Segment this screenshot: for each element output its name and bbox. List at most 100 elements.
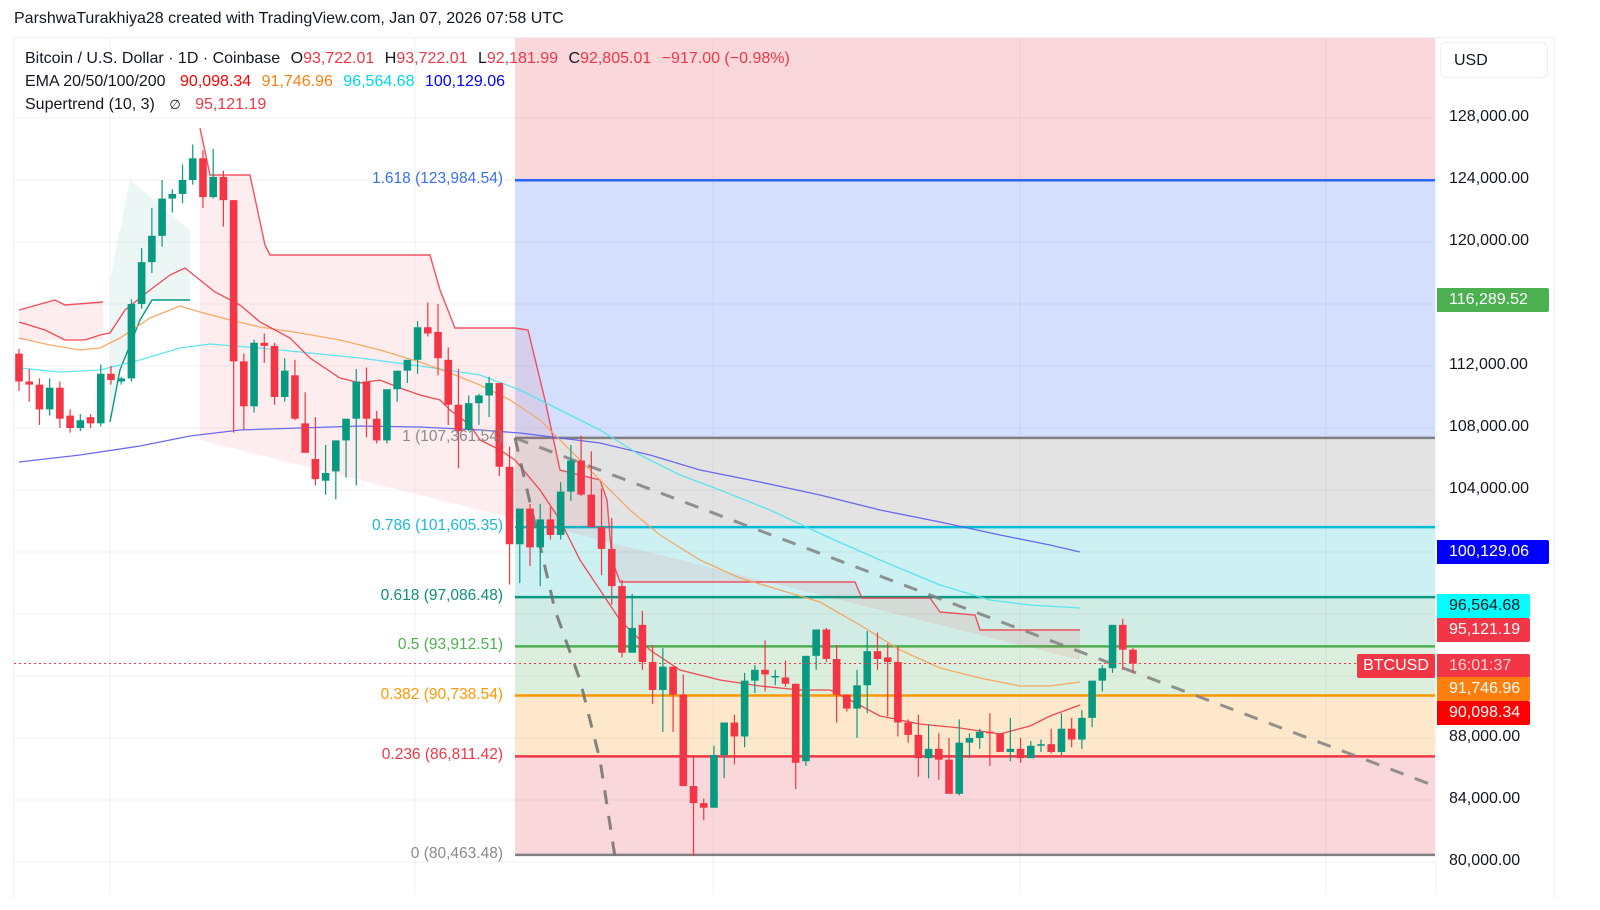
supertrend-fill	[110, 180, 190, 422]
candle-body	[229, 200, 238, 362]
candle-body	[464, 403, 473, 430]
candle-body	[863, 651, 872, 686]
candle-body	[260, 342, 269, 346]
price-tick: 128,000.00	[1449, 108, 1530, 125]
candle-body	[424, 327, 432, 334]
candle-body	[761, 669, 769, 675]
candle-body	[505, 466, 514, 545]
price-tick: 120,000.00	[1449, 232, 1530, 249]
candle-body	[546, 519, 555, 535]
fib-zone	[515, 597, 1435, 647]
candle-body	[1057, 728, 1066, 752]
candle-body	[965, 738, 974, 743]
candle-body	[1088, 680, 1096, 718]
fib-label-1-618: 1.618 (123,984.54)	[372, 170, 503, 188]
candle-body	[914, 734, 923, 759]
candle-body	[812, 629, 820, 656]
candle-body	[935, 748, 943, 760]
candle-body	[689, 786, 698, 804]
candle-body	[1006, 748, 1015, 752]
candle-body	[444, 359, 453, 405]
candle-body	[638, 624, 647, 663]
candle-body	[945, 759, 953, 794]
price-tick: 104,000.00	[1449, 480, 1530, 497]
candle-body	[659, 666, 667, 690]
candle-body	[669, 666, 677, 695]
candle-body	[96, 373, 105, 424]
candle-body	[291, 375, 299, 419]
candle-body	[853, 685, 861, 709]
fib-label-0-786: 0.786 (101,605.35)	[372, 517, 503, 535]
resistance-trendline	[514, 436, 1436, 788]
candle-body	[342, 418, 350, 441]
candle-body	[730, 722, 739, 737]
price-tick: 108,000.00	[1449, 418, 1530, 435]
candle-body	[168, 193, 177, 199]
fib-label-0-5: 0.5 (93,912.51)	[397, 636, 503, 654]
fib-zone-top	[515, 38, 1435, 181]
close-value: 92,805.01	[580, 50, 652, 67]
chart-credit: ParshwaTurakhiya28 created with TradingV…	[14, 10, 564, 27]
candle-body	[618, 586, 626, 653]
price-tag: 100,129.06	[1437, 540, 1549, 564]
fib-zone	[515, 695, 1435, 757]
candle-body	[107, 373, 115, 380]
fib-label-1: 1 (107,361.54)	[402, 427, 503, 445]
supertrend-title[interactable]: Supertrend (10, 3)	[25, 96, 155, 113]
symbol-title[interactable]: Bitcoin / U.S. Dollar · 1D · Coinbase	[25, 50, 281, 67]
fib-zone	[515, 527, 1435, 598]
ema-title[interactable]: EMA 20/50/100/200	[25, 73, 166, 90]
candle-body	[924, 748, 933, 759]
candle-body	[362, 381, 371, 419]
fib-label-0-382: 0.382 (90,738.54)	[380, 685, 503, 703]
candle-body	[188, 158, 197, 180]
price-tick: 112,000.00	[1449, 356, 1528, 373]
candle-body	[311, 459, 320, 480]
candle-body	[301, 423, 309, 453]
price-tag: 95,121.19	[1437, 618, 1530, 642]
low-value: 92,181.99	[486, 50, 559, 67]
candle-body	[56, 387, 64, 419]
candle-body	[117, 378, 125, 382]
ema100-value: 96,564.68	[343, 73, 415, 90]
candle-body	[485, 383, 493, 396]
price-tick: 84,000.00	[1449, 790, 1521, 807]
candle-body	[495, 383, 504, 467]
candle-body	[25, 381, 34, 385]
candle-body	[1129, 649, 1137, 664]
candle-body	[352, 381, 361, 419]
legend-row-ema: EMA 20/50/100/200 90,098.34 91,746.96 96…	[25, 73, 511, 91]
candle-body	[679, 694, 688, 787]
change-value: −917.00 (−0.98%)	[661, 50, 790, 67]
candle-body	[1016, 748, 1025, 759]
candle-body	[372, 418, 381, 441]
fib-zone	[515, 437, 1435, 528]
ema200-line	[18, 425, 1081, 553]
candle-body	[975, 731, 984, 738]
candle-body	[1108, 624, 1117, 669]
candle-body	[802, 655, 810, 762]
chart-frame	[13, 37, 1555, 898]
price-tick: 88,000.00	[1449, 728, 1521, 745]
candle-body	[873, 651, 882, 659]
price-tick: 124,000.00	[1449, 170, 1530, 187]
currency-selector[interactable]: USD	[1440, 42, 1548, 78]
candle-body	[178, 180, 187, 194]
candle-body	[137, 262, 146, 304]
candle-body	[587, 494, 596, 528]
fib-label-0-236: 0.236 (86,811.42)	[381, 746, 503, 764]
candle-body	[270, 345, 279, 397]
price-tag: 16:01:37	[1437, 654, 1530, 678]
price-tag: 91,746.96	[1437, 677, 1530, 701]
candle-body	[45, 387, 54, 410]
candle-body	[403, 359, 412, 371]
supertrend-down-line	[18, 299, 104, 311]
candle-body	[740, 680, 749, 737]
candle-body	[720, 722, 728, 756]
fib-zone-bottom	[515, 756, 1435, 855]
candle-body	[86, 417, 95, 424]
supertrend-value: 95,121.19	[195, 96, 267, 113]
fib-label-0: 0 (80,463.48)	[410, 844, 503, 862]
candle-body	[577, 460, 585, 495]
